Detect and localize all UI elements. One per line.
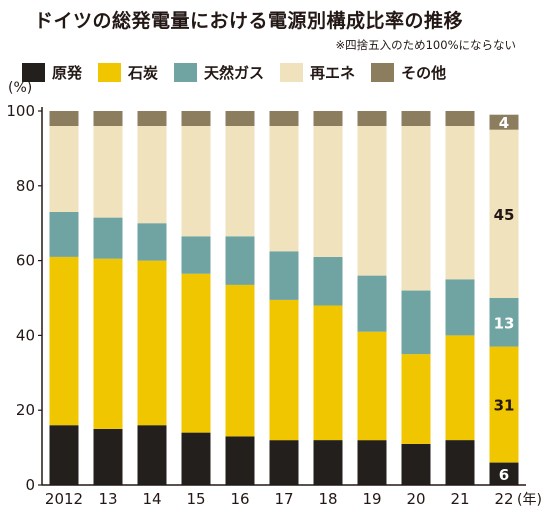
bar-segment-coal-21 — [445, 335, 475, 441]
x-tick-label-14: 14 — [142, 490, 161, 508]
bar-segment-natural_gas-18 — [313, 256, 343, 306]
bar-segment-natural_gas-17 — [269, 251, 299, 300]
data-label-natural_gas-22: 13 — [494, 314, 515, 332]
bar-segment-coal-13 — [93, 258, 123, 429]
legend-swatch-other — [371, 63, 395, 82]
legend-label-nuclear: 原発 — [52, 64, 83, 82]
bar-segment-nuclear-20 — [401, 443, 431, 485]
bar-segment-nuclear-16 — [225, 436, 255, 485]
legend-swatch-coal — [98, 63, 122, 82]
x-tick-label-19: 19 — [362, 490, 381, 508]
x-tick-label-15: 15 — [186, 490, 205, 508]
x-tick-label-16: 16 — [230, 490, 249, 508]
bar-segment-nuclear-21 — [445, 440, 475, 485]
bar-segment-natural_gas-2012 — [49, 212, 79, 257]
bar-segment-coal-16 — [225, 284, 255, 437]
bar-segment-other-17 — [269, 111, 299, 126]
data-label-coal-22: 31 — [494, 397, 515, 415]
x-tick-label-20: 20 — [406, 490, 425, 508]
bar-segment-renewables-16 — [225, 126, 255, 237]
x-tick-label-18: 18 — [318, 490, 337, 508]
bar-segment-coal-2012 — [49, 256, 79, 426]
bar-segment-renewables-22 — [489, 129, 519, 298]
legend-label-other: その他 — [401, 64, 447, 82]
bar-segment-other-15 — [181, 111, 211, 126]
bar-segment-nuclear-18 — [313, 440, 343, 485]
bar-segment-coal-22 — [489, 346, 519, 463]
bar-segment-natural_gas-20 — [401, 290, 431, 355]
legend-swatch-renewables — [280, 63, 304, 82]
legend-item-other: その他 — [371, 62, 446, 83]
bar-segment-natural_gas-13 — [93, 217, 123, 259]
bar-segment-natural_gas-14 — [137, 223, 167, 261]
bar-segment-natural_gas-21 — [445, 279, 475, 336]
bar-segment-nuclear-22 — [489, 462, 519, 485]
legend-item-renewables: 再エネ — [280, 62, 355, 83]
bar-segment-coal-19 — [357, 331, 387, 441]
legend-item-nuclear: 原発 — [22, 62, 82, 83]
bar-segment-other-2012 — [49, 111, 79, 126]
legend-item-coal: 石炭 — [98, 62, 158, 83]
bar-segment-nuclear-14 — [137, 425, 167, 485]
x-tick-label-17: 17 — [274, 490, 293, 508]
x-tick-label-22: 22 — [494, 490, 513, 508]
legend-swatch-natural-gas — [174, 63, 198, 82]
y-tick-label-40: 40 — [16, 326, 35, 344]
bar-segment-coal-20 — [401, 354, 431, 444]
bar-segment-other-21 — [445, 111, 475, 126]
y-tick-label-0: 0 — [25, 476, 35, 494]
bar-segment-nuclear-19 — [357, 440, 387, 485]
x-tick-label-2012: 2012 — [45, 490, 83, 508]
bar-segment-other-16 — [225, 111, 255, 126]
bar-segment-nuclear-15 — [181, 432, 211, 485]
x-axis-unit-label: (年) — [517, 492, 542, 508]
bar-segment-renewables-19 — [357, 126, 387, 276]
data-label-nuclear-22: 6 — [499, 466, 509, 484]
bar-segment-natural_gas-19 — [357, 275, 387, 332]
legend-swatch-nuclear — [22, 63, 45, 82]
bar-segment-renewables-18 — [313, 126, 343, 257]
bar-segment-other-14 — [137, 111, 167, 126]
y-axis-unit-label: (%) — [8, 80, 32, 96]
bar-segment-coal-15 — [181, 273, 211, 433]
legend-label-natural-gas: 天然ガス — [204, 64, 265, 82]
bar-segment-natural_gas-16 — [225, 236, 255, 285]
bar-segment-other-22 — [489, 114, 519, 130]
bar-segment-renewables-17 — [269, 126, 299, 252]
bar-segment-other-20 — [401, 111, 431, 126]
bar-segment-other-13 — [93, 111, 123, 126]
y-tick-label-80: 80 — [16, 177, 35, 195]
y-tick-label-20: 20 — [16, 401, 35, 419]
chart-title: ドイツの総発電量における電源別構成比率の推移 — [34, 10, 464, 32]
x-tick-label-21: 21 — [450, 490, 469, 508]
bar-segment-renewables-14 — [137, 126, 167, 224]
bar-segment-coal-18 — [313, 305, 343, 441]
bar-segment-coal-14 — [137, 260, 167, 426]
y-tick-label-60: 60 — [16, 252, 35, 270]
data-label-other-22: 4 — [499, 114, 509, 132]
bar-segment-nuclear-13 — [93, 428, 123, 485]
bar-segment-other-18 — [313, 111, 343, 126]
bar-segment-renewables-13 — [93, 126, 123, 218]
bar-segment-nuclear-17 — [269, 440, 299, 485]
bar-segment-coal-17 — [269, 299, 299, 441]
bar-segment-other-19 — [357, 111, 387, 126]
bar-segment-renewables-21 — [445, 126, 475, 280]
bar-segment-renewables-20 — [401, 126, 431, 291]
data-label-renewables-22: 45 — [494, 206, 515, 224]
bar-segment-natural_gas-22 — [489, 298, 519, 347]
legend-label-coal: 石炭 — [128, 64, 159, 82]
y-tick-label-100: 100 — [6, 102, 35, 120]
legend-label-renewables: 再エネ — [310, 64, 356, 82]
legend-item-natural-gas: 天然ガス — [174, 62, 264, 83]
bar-segment-nuclear-2012 — [49, 425, 79, 485]
bar-segment-natural_gas-15 — [181, 236, 211, 274]
chart-legend: 原発 石炭 天然ガス 再エネ その他 — [22, 62, 462, 83]
bar-segment-renewables-15 — [181, 126, 211, 237]
x-tick-label-13: 13 — [98, 490, 117, 508]
bar-segment-renewables-2012 — [49, 126, 79, 212]
chart-subtitle: ※四捨五入のため100%にならない — [335, 38, 516, 52]
